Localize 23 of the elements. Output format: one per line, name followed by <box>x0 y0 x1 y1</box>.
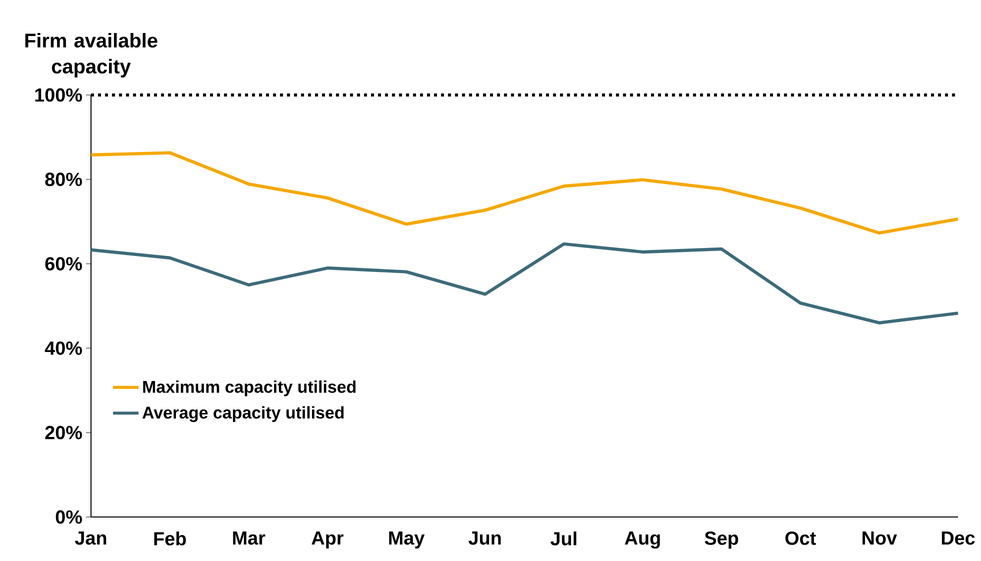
legend-label: Maximum capacity utilised <box>143 380 356 396</box>
line-series <box>89 151 960 235</box>
y-tick-label: 60% <box>45 257 82 270</box>
x-tick-label: Jan <box>74 532 106 545</box>
line-series <box>89 242 960 324</box>
x-tick-label: Feb <box>154 532 186 546</box>
x-tick-label: Jun <box>468 532 501 545</box>
x-tick-label: Apr <box>312 532 344 548</box>
x-tick-label: May <box>389 532 425 548</box>
x-tick-label: Aug <box>624 532 660 549</box>
y-tick-label: 40% <box>44 341 82 355</box>
x-tick-label: Jul <box>550 532 576 546</box>
y-tick-label: 20% <box>45 426 82 440</box>
x-tick-label: Sep <box>704 532 738 549</box>
legend-label: Average capacity utilised <box>142 406 344 422</box>
x-tick-label: Nov <box>862 532 897 545</box>
y-tick-label: 100% <box>35 88 82 102</box>
x-tick-label: Mar <box>233 532 266 545</box>
y-tick-label: 0% <box>56 510 82 524</box>
y-axis-title: Firm available capacity <box>25 32 158 78</box>
y-tick-label: 80% <box>45 172 82 186</box>
x-tick-label: Dec <box>942 532 975 545</box>
x-tick-label: Oct <box>785 532 816 545</box>
